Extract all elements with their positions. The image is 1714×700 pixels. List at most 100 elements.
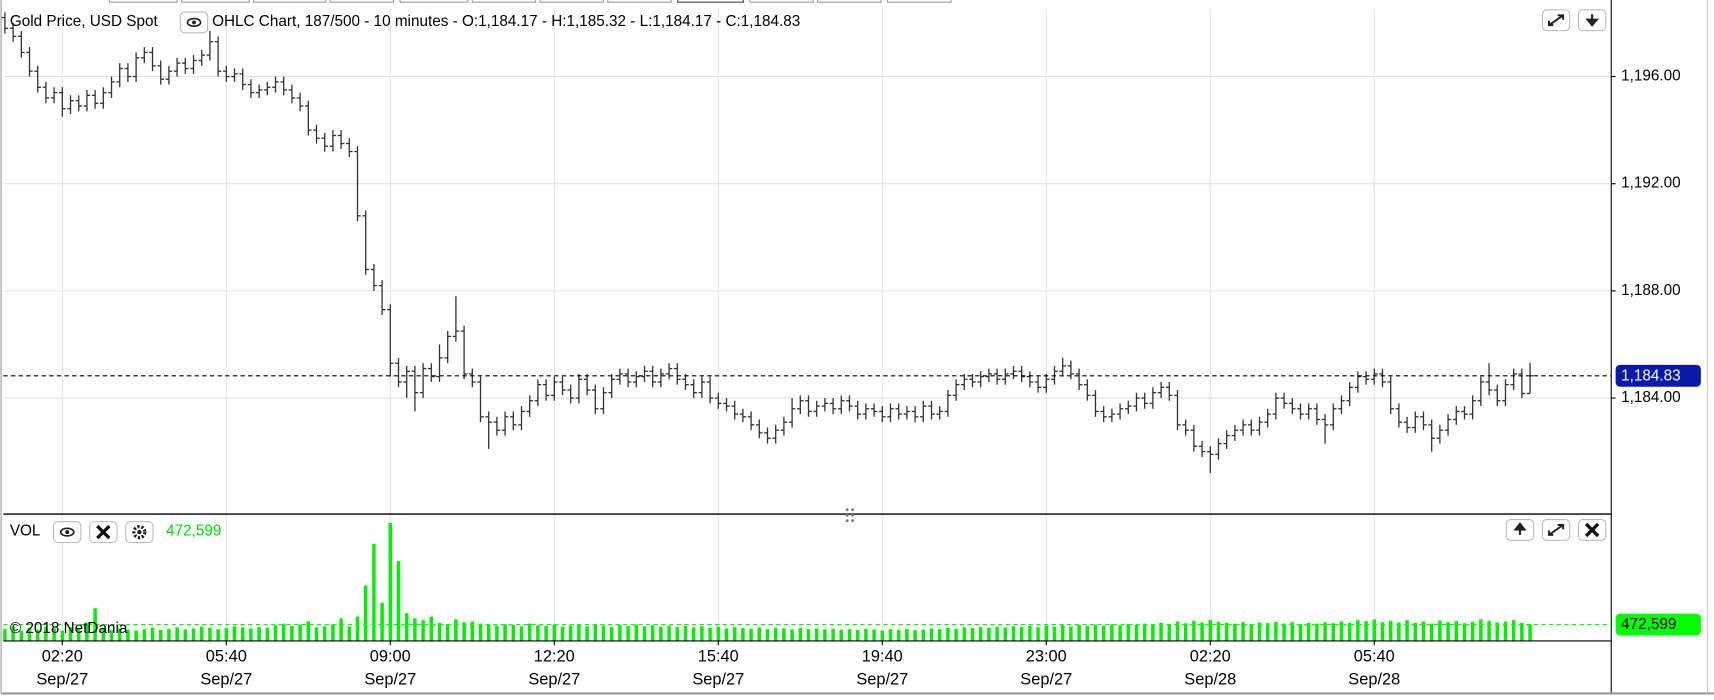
volume-bar [117,628,122,641]
resize-handle[interactable] [845,508,855,523]
volume-bar [1216,621,1221,641]
volume-bar [1503,621,1508,641]
volume-bar [413,618,417,641]
volume-bar [380,602,384,641]
volume-bar [765,629,770,641]
volume-bar [1413,622,1418,641]
close-button[interactable] [1577,518,1607,541]
volume-bar [1077,624,1081,641]
y-tick-label: 1,192.00 [1621,175,1681,192]
volume-bar [880,630,885,641]
volume-bar [700,626,704,641]
volume-bar [1224,622,1229,641]
volume-bar [757,627,762,641]
volume-bar [1233,623,1237,641]
volume-bar [773,627,778,641]
volume-bar [814,628,819,641]
volume-bar [388,523,393,641]
x-tick-date: Sep/27 [692,671,744,689]
volume-bar [741,628,745,641]
x-tick-label: 15:40 [698,648,739,666]
x-tick-date: Sep/27 [200,671,252,689]
x-tick-label: 19:40 [862,648,903,666]
volume-bar [683,626,688,641]
volume-bar [995,626,999,641]
volume-bar [1470,621,1475,641]
volume-bar [1438,620,1442,641]
settings-button[interactable] [125,521,154,544]
volume-bar [839,629,844,641]
x-tick-label: 05:40 [1354,648,1395,666]
volume-bar [1019,627,1024,641]
x-tick-date: Sep/27 [528,671,580,689]
volume-bar [1167,624,1172,641]
volume-bar [946,627,950,641]
move-up-button[interactable] [1505,518,1535,541]
volume-bar [1397,622,1401,641]
volume-bar [1126,623,1131,641]
overlay: 1,184.83 472,599 [3,364,1701,636]
volume-bar [19,630,24,641]
volume-bar [347,626,352,641]
volume-bar [1044,625,1049,641]
volume-bar [864,628,868,641]
volume-bar [486,624,491,641]
volume-bar [1462,623,1467,641]
x-tick-date: Sep/27 [36,671,88,689]
expand-button[interactable] [1541,9,1571,32]
volume-bar [1372,619,1377,641]
download-button[interactable] [1577,9,1607,32]
volume-bar [1060,625,1065,641]
volume-bar [1323,622,1327,641]
x-tick-date: Sep/28 [1184,671,1236,689]
volume-bar [1069,626,1073,641]
volume-bar [27,627,32,641]
volume-bar [650,625,655,641]
volume-bar [560,626,565,641]
x-tick-label: 23:00 [1026,648,1067,666]
current-value-box [1615,364,1701,387]
current-value-label: 472,599 [1621,616,1676,633]
volume-bar [396,561,401,641]
volume-bar [52,628,56,641]
volume-bar [847,629,852,641]
y-tick-label: 1,188.00 [1621,282,1681,299]
eye-button[interactable] [53,521,82,544]
volume-bar [1380,622,1385,641]
volume-bar [503,624,507,641]
volume-bar [634,624,639,641]
volume-bar [790,629,794,641]
volume-bar [158,629,163,641]
volume-bar [601,625,606,641]
volume-bar [1118,625,1122,641]
volume-bar [273,625,278,641]
volume-bar [798,628,803,641]
volume-bar [675,627,680,641]
volume-bar [577,624,581,641]
volume-bar [913,630,917,641]
volume-bar [1339,621,1344,641]
volume-bar [1487,620,1491,641]
volume-bar [1388,620,1393,641]
volume-bar [1347,622,1352,641]
chart-subtitle: OHLC Chart, 187/500 - 10 minutes - O:1,1… [212,13,800,30]
volume-bar [1093,624,1098,641]
volume-bar [404,613,409,641]
eye-button[interactable] [179,11,209,34]
volume-bar [240,627,245,641]
volume-bar [142,629,147,641]
volume-bar [552,624,557,641]
volume-bar [831,628,835,641]
close-button[interactable] [89,521,118,544]
volume-bar [724,628,729,641]
watermark: © 2018 NetDania [10,620,128,637]
volume-bar [618,624,622,641]
expand-button[interactable] [1541,518,1571,541]
volume-bar [355,616,360,641]
volume-bar [1520,622,1524,641]
volume-bar [199,626,204,641]
volume-bar [429,616,434,641]
marks [1,12,1534,641]
volume-bar [1142,623,1147,641]
